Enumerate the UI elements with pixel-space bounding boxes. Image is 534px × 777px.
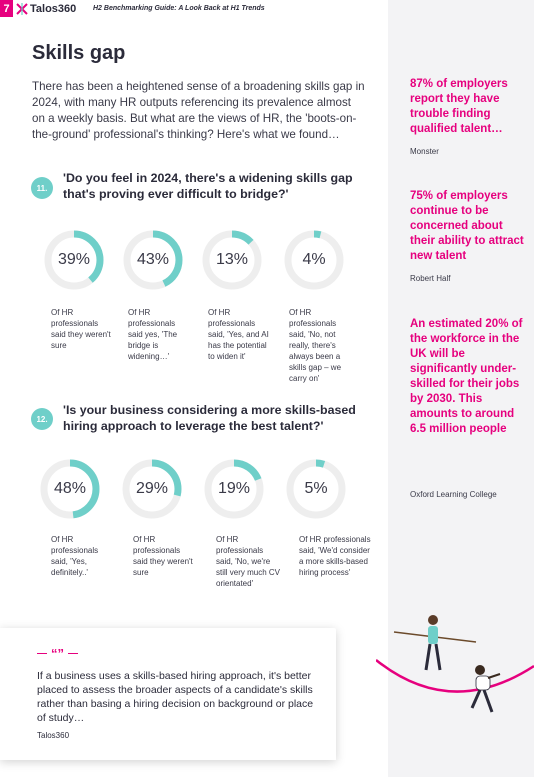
sidebar-source: Monster <box>410 147 439 156</box>
stat-value: 13% <box>215 251 249 268</box>
stat-caption: Of HR professionals said, 'We'd consider… <box>299 535 371 577</box>
stat-caption: Of HR professionals said yes, 'The bridg… <box>128 308 178 361</box>
ring-chart <box>284 230 344 290</box>
sidebar-stat: 75% of employers continue to be concerne… <box>410 190 524 262</box>
ring-progress-arc <box>44 230 104 290</box>
ring-progress-arc <box>204 459 264 519</box>
quote-brand: Talos360 <box>37 731 70 740</box>
ring-chart <box>286 459 346 519</box>
stat-block: 43% <box>123 230 203 290</box>
stat-block: 5% <box>286 459 366 519</box>
page-title: Skills gap <box>32 42 126 64</box>
percentage-ring: 48% <box>40 459 100 519</box>
ring-chart <box>204 459 264 519</box>
percentage-ring: 43% <box>123 230 183 290</box>
stat-caption: Of HR professionals said they weren't su… <box>133 535 193 577</box>
sidebar-stat: 87% of employers report they have troubl… <box>410 78 508 135</box>
quote-divider <box>37 652 47 655</box>
ring-progress-arc <box>122 459 182 519</box>
stat-block: 4% <box>284 230 364 290</box>
page-number: 7 <box>0 0 13 17</box>
percentage-ring: 13% <box>202 230 262 290</box>
quote-icon: “” <box>51 646 64 661</box>
stat-value: 43% <box>136 251 170 268</box>
ring-chart <box>123 230 183 290</box>
ring-progress-arc <box>286 459 346 519</box>
sidebar-source: Robert Half <box>410 274 451 283</box>
question-number-badge: 11. <box>31 177 53 199</box>
logo: Talos360 <box>16 3 76 15</box>
percentage-ring: 29% <box>122 459 182 519</box>
ring-progress-arc <box>284 230 344 290</box>
percentage-ring: 5% <box>286 459 346 519</box>
stat-value: 19% <box>217 480 251 497</box>
stat-block: 13% <box>202 230 282 290</box>
tightrope-walkers-illustration-icon <box>376 615 534 713</box>
stat-value: 48% <box>53 480 87 497</box>
quote-text: If a business uses a skills-based hiring… <box>37 670 314 724</box>
stat-caption: Of HR professionals said, 'No, not reall… <box>289 308 342 383</box>
stat-caption: Of HR professionals said they weren't su… <box>51 308 111 350</box>
stat-block: 48% <box>40 459 120 519</box>
stat-block: 39% <box>44 230 124 290</box>
sidebar-stat: An estimated 20% of the workforce in the… <box>410 318 523 435</box>
stat-value: 29% <box>135 480 169 497</box>
sidebar-panel <box>388 0 534 777</box>
question-number-badge: 12. <box>31 408 53 430</box>
stat-caption: Of HR professionals said, 'Yes, definite… <box>51 535 99 577</box>
ring-chart <box>40 459 100 519</box>
sidebar-source: Oxford Learning College <box>410 490 497 499</box>
document-subtitle: H2 Benchmarking Guide: A Look Back at H1… <box>93 5 265 12</box>
quote-card <box>0 628 336 760</box>
stat-caption: Of HR professionals said, 'Yes, and AI h… <box>208 308 269 361</box>
ring-progress-arc <box>40 459 100 519</box>
percentage-ring: 39% <box>44 230 104 290</box>
stat-block: 19% <box>204 459 284 519</box>
ring-chart <box>44 230 104 290</box>
ring-progress-arc <box>202 230 262 290</box>
logo-text: Talos360 <box>30 3 77 15</box>
ring-chart <box>122 459 182 519</box>
question-text: 'Do you feel in 2024, there's a widening… <box>63 171 353 201</box>
stat-caption: Of HR professionals said, 'No, we're sti… <box>216 535 281 588</box>
quote-divider <box>68 652 78 655</box>
question-text: 'Is your business considering a more ski… <box>63 403 356 433</box>
stat-block: 29% <box>122 459 202 519</box>
stat-value: 4% <box>302 251 326 268</box>
quote-mark: “” <box>37 646 78 661</box>
ring-progress-arc <box>123 230 183 290</box>
percentage-ring: 4% <box>284 230 344 290</box>
stat-value: 39% <box>57 251 91 268</box>
percentage-ring: 19% <box>204 459 264 519</box>
ring-chart <box>202 230 262 290</box>
intro-paragraph: There has been a heightened sense of a b… <box>32 80 365 141</box>
talos-x-mark-icon <box>16 3 28 15</box>
stat-value: 5% <box>304 480 328 497</box>
